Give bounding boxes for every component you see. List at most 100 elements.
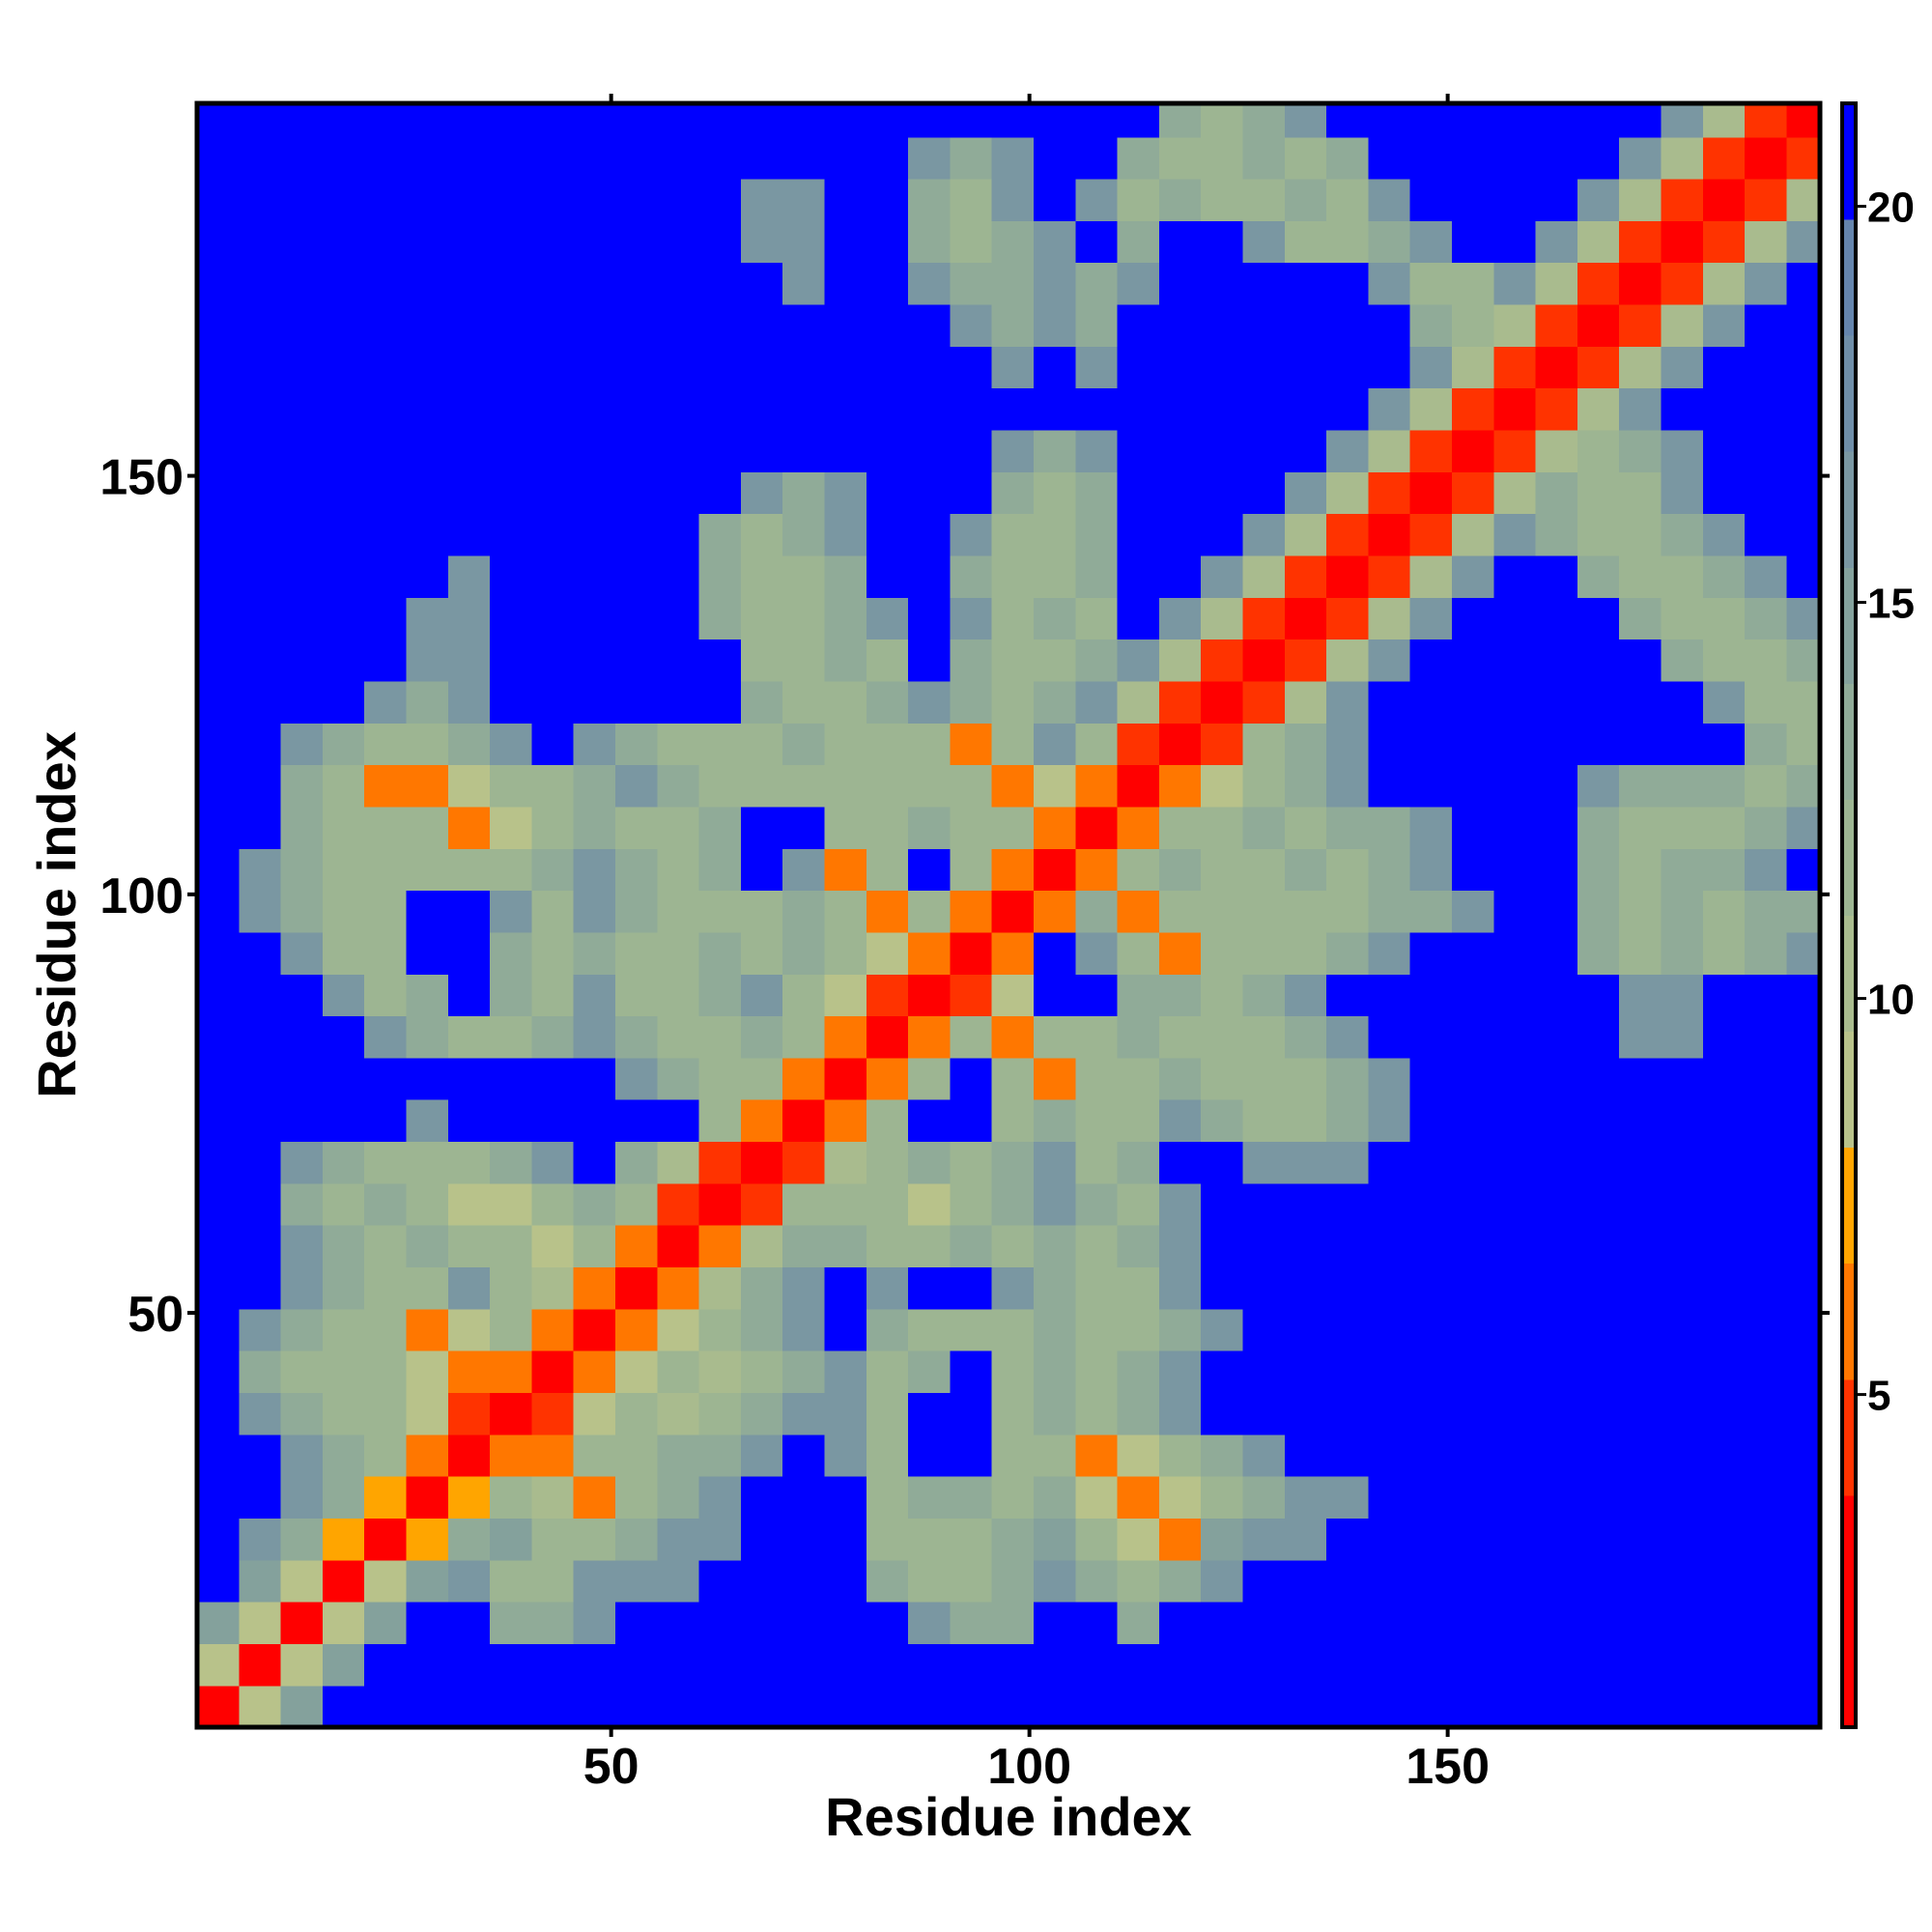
heatmap-cell [1535,890,1578,933]
heatmap-cell [1326,303,1369,347]
heatmap-cell [1158,1266,1202,1310]
heatmap-cell [1451,1225,1494,1268]
heatmap-cell [950,103,993,138]
heatmap-cell [573,1643,616,1687]
heatmap-cell [1409,1308,1453,1351]
heatmap-cell [698,429,742,472]
heatmap-cell [1158,974,1202,1017]
heatmap-cell [1786,1057,1820,1100]
heatmap-cell [614,723,658,766]
heatmap-cell [322,513,365,556]
heatmap-cell [698,1141,742,1184]
heatmap-cell [447,848,491,892]
heatmap-cell [1577,806,1620,849]
colorbar-segment [1842,1610,1856,1728]
heatmap-cell [1535,429,1578,472]
heatmap-cell [1326,890,1369,933]
heatmap-cell [1493,471,1537,515]
heatmap-cell [991,848,1035,892]
heatmap-cell [698,1518,742,1561]
heatmap-cell [1158,136,1202,180]
heatmap-cell [239,554,282,598]
heatmap-cell [991,974,1035,1017]
heatmap-cell [1619,1266,1662,1310]
heatmap-cell [782,848,826,892]
heatmap-cell [1493,723,1537,766]
heatmap-cell [866,178,909,221]
heatmap-cell [1493,346,1537,389]
heatmap-cell [1033,220,1076,264]
heatmap-cell [657,513,700,556]
heatmap-cell [866,136,909,180]
heatmap-cell [1702,597,1746,640]
heatmap-cell [239,1476,282,1519]
heatmap-cell [1661,220,1704,264]
heatmap-cell [991,597,1035,640]
heatmap-cell [740,471,783,515]
heatmap-cell [908,680,951,724]
heatmap-cell [447,1434,491,1477]
heatmap-cell [657,1225,700,1268]
heatmap-cell [573,136,616,180]
heatmap-cell [531,1015,575,1059]
heatmap-cell [824,890,867,933]
heatmap-cell [991,1350,1035,1394]
heatmap-cell [614,554,658,598]
heatmap-cell [531,848,575,892]
heatmap-cell [740,1392,783,1435]
heatmap-cell [364,220,408,264]
heatmap-cell [490,723,532,766]
heatmap-cell [322,1308,365,1351]
heatmap-cell [1158,1392,1202,1435]
heatmap-cell [991,890,1035,933]
heatmap-cell [406,1392,449,1435]
heatmap-cell [322,1518,365,1561]
heatmap-cell [1786,1225,1820,1268]
heatmap-cell [1117,1518,1160,1561]
heatmap-cell [782,974,826,1017]
heatmap-cell [1158,178,1202,221]
heatmap-cell [1409,1476,1453,1519]
heatmap-cell [406,764,449,808]
heatmap-cell [406,471,449,515]
heatmap-cell [1158,554,1202,598]
heatmap-cell [1075,1182,1119,1226]
heatmap-cell [1577,513,1620,556]
heatmap-cell [197,1602,240,1644]
heatmap-cell [1745,890,1787,933]
heatmap-cell [1745,1015,1787,1059]
heatmap-cell [239,1350,282,1394]
heatmap-cell [991,1182,1035,1226]
heatmap-cell [950,303,993,347]
heatmap-cell [824,303,867,347]
heatmap-cell [1158,1643,1202,1687]
heatmap-cell [1493,1685,1537,1727]
heatmap-cell [908,220,951,264]
heatmap-cell [280,1685,324,1727]
heatmap-cell [698,220,742,264]
heatmap-cell [573,1015,616,1059]
heatmap-cell [531,429,575,472]
heatmap-cell [1619,597,1662,640]
heatmap-cell [1451,597,1494,640]
heatmap-cell [197,1643,240,1687]
heatmap-cell [991,1643,1035,1687]
heatmap-cell [1075,220,1119,264]
heatmap-cell [1158,1434,1202,1477]
heatmap-cell [1326,136,1369,180]
heatmap-cell [1535,1099,1578,1143]
heatmap-cell [657,1350,700,1394]
heatmap-cell [1702,723,1746,766]
heatmap-cell [1451,639,1494,682]
heatmap-cell [1702,429,1746,472]
heatmap-cell [1326,680,1369,724]
heatmap-cell [447,554,491,598]
heatmap-cell [406,974,449,1017]
heatmap-cell [1242,1392,1286,1435]
heatmap-cell [573,1099,616,1143]
heatmap-cell [1409,554,1453,598]
heatmap-cell [531,1308,575,1351]
heatmap-cell [991,103,1035,138]
